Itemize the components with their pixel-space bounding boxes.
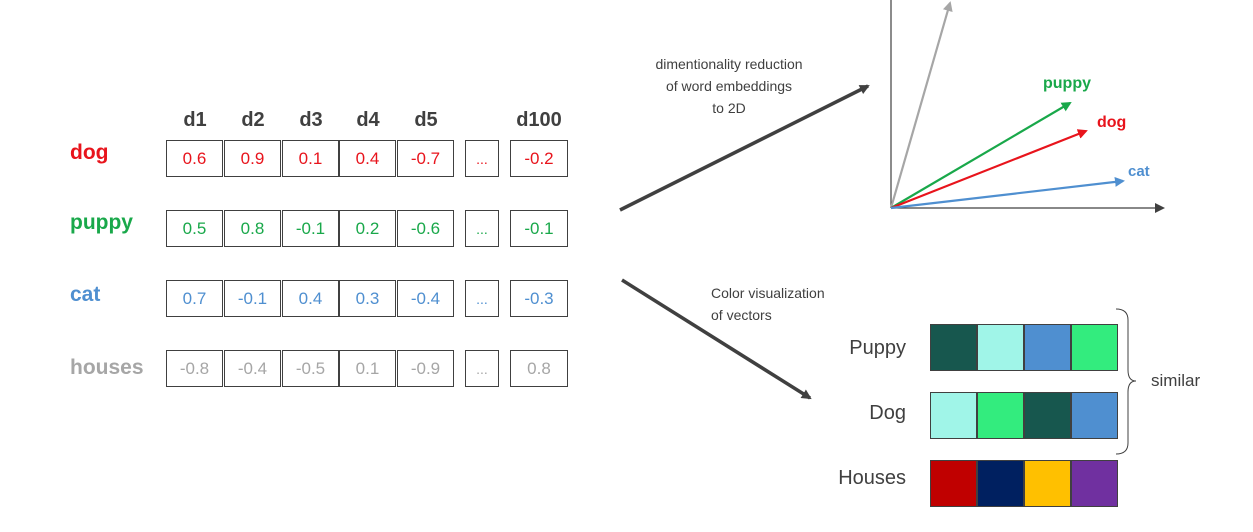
color-swatch (930, 392, 977, 439)
color-swatch (1071, 460, 1118, 507)
color-swatch (930, 460, 977, 507)
color-swatch (930, 324, 977, 371)
color-swatch (977, 324, 1024, 371)
column-header: d2 (241, 109, 265, 131)
word-label: cat (70, 283, 101, 306)
color-swatch (1071, 324, 1118, 371)
reduction-note-line: of word embeddings (665, 78, 793, 94)
column-header: d4 (356, 109, 380, 131)
column-header: d100 (516, 109, 562, 131)
reduction-note-line: dimentionality reduction (655, 56, 803, 72)
houses-vector (889, 1, 953, 209)
vector-cell: 0.1 (339, 350, 396, 387)
color-swatch (1024, 392, 1071, 439)
word-label: puppy (70, 211, 133, 234)
color-swatch (977, 392, 1024, 439)
arrow-to-2d (619, 84, 870, 212)
similar-label: similar (1151, 371, 1201, 390)
dog-vector (890, 129, 1088, 210)
vector-cell: 0.7 (166, 280, 223, 317)
column-header: d1 (183, 109, 207, 131)
vector-cell: -0.4 (397, 280, 454, 317)
color-swatch (1024, 460, 1071, 507)
vector-cell: -0.1 (224, 280, 281, 317)
vector-cell: 0.8 (224, 210, 281, 247)
ellipsis-cell: ... (465, 210, 499, 247)
arrow-to-colors (621, 278, 812, 400)
reduction-note: dimentionality reduction of word embeddi… (629, 53, 829, 119)
vector-cell: -0.3 (510, 280, 568, 317)
word-label: houses (70, 356, 144, 379)
vector-cell: 0.8 (510, 350, 568, 387)
ellipsis-cell: ... (465, 350, 499, 387)
swatch-label: Houses (838, 467, 906, 489)
vector-cell: 0.9 (224, 140, 281, 177)
color-swatch (1024, 324, 1071, 371)
color-swatch (1071, 392, 1118, 439)
dog-plot-label: dog (1097, 114, 1127, 131)
vector-cell: 0.4 (282, 280, 339, 317)
similar-bracket (1115, 308, 1137, 455)
puppy-vector (890, 101, 1072, 209)
column-header: d3 (299, 109, 323, 131)
vector-cell: 0.4 (339, 140, 396, 177)
vector-cell: -0.9 (397, 350, 454, 387)
vector-cell: 0.5 (166, 210, 223, 247)
vector-cell: 0.6 (166, 140, 223, 177)
vector-cell: 0.2 (339, 210, 396, 247)
ellipsis-cell: ... (465, 280, 499, 317)
vector-cell: 0.3 (339, 280, 396, 317)
vector-cell: -0.4 (224, 350, 281, 387)
vector-cell: -0.2 (510, 140, 568, 177)
cat-vector (890, 176, 1125, 210)
color-note: Color visualization of vectors (711, 282, 891, 326)
vector-cell: 0.1 (282, 140, 339, 177)
vector-cell: -0.1 (282, 210, 339, 247)
reduction-note-line: to 2D (712, 100, 746, 116)
puppy-plot-label: puppy (1043, 75, 1091, 92)
vector-cell: -0.1 (510, 210, 568, 247)
color-swatch (977, 460, 1024, 507)
swatch-label: Dog (869, 402, 906, 424)
color-note-line: of vectors (711, 307, 772, 323)
color-note-line: Color visualization (711, 285, 825, 301)
ellipsis-cell: ... (465, 140, 499, 177)
column-header: d5 (414, 109, 438, 131)
vector-cell: -0.5 (282, 350, 339, 387)
cat-plot-label: cat (1128, 163, 1150, 180)
vector-cell: -0.6 (397, 210, 454, 247)
swatch-label: Puppy (849, 337, 906, 359)
vector-cell: -0.7 (397, 140, 454, 177)
word-label: dog (70, 141, 109, 164)
vector-cell: -0.8 (166, 350, 223, 387)
